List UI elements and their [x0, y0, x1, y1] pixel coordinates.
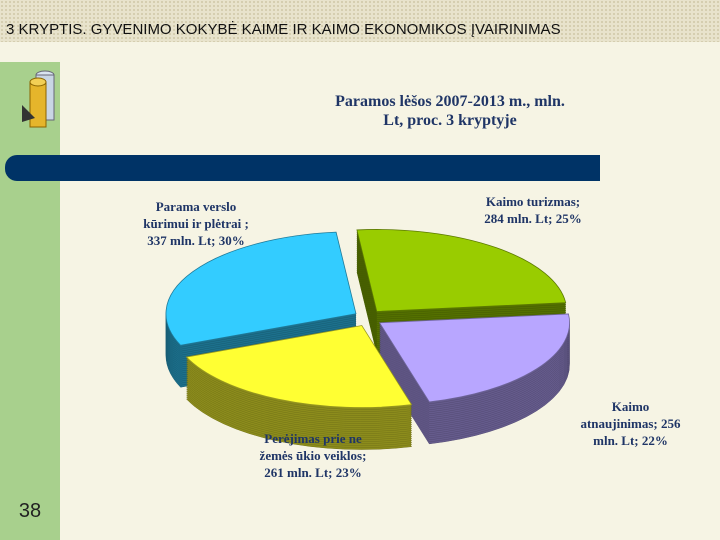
side-strip: [0, 62, 60, 540]
slice: [185, 325, 413, 408]
slice-label: Parama verslo kūrimui ir plėtrai ; 337 m…: [143, 199, 249, 248]
slice: [356, 229, 567, 312]
slice-label: Kaimo atnaujinimas; 256 mln. Lt; 22%: [580, 399, 681, 448]
title-bar: [5, 155, 600, 181]
coins-icon: [22, 70, 55, 128]
page-number: 38: [18, 500, 42, 522]
header-bar: 3 KRYPTIS. GYVENIMO KOKYBĖ KAIME IR KAIM…: [0, 0, 720, 42]
slice: [165, 231, 357, 346]
slide-title: 3 KRYPTIS. GYVENIMO KOKYBĖ KAIME IR KAIM…: [6, 21, 561, 38]
slice: [378, 313, 570, 403]
chart-title: Paramos lėšos 2007-2013 m., mln. Lt, pro…: [335, 93, 565, 129]
slice-label: Kaimo turizmas; 284 mln. Lt; 25%: [484, 194, 582, 226]
slice-label: Perėjimas prie ne žemės ūkio veiklos; 26…: [259, 431, 367, 480]
